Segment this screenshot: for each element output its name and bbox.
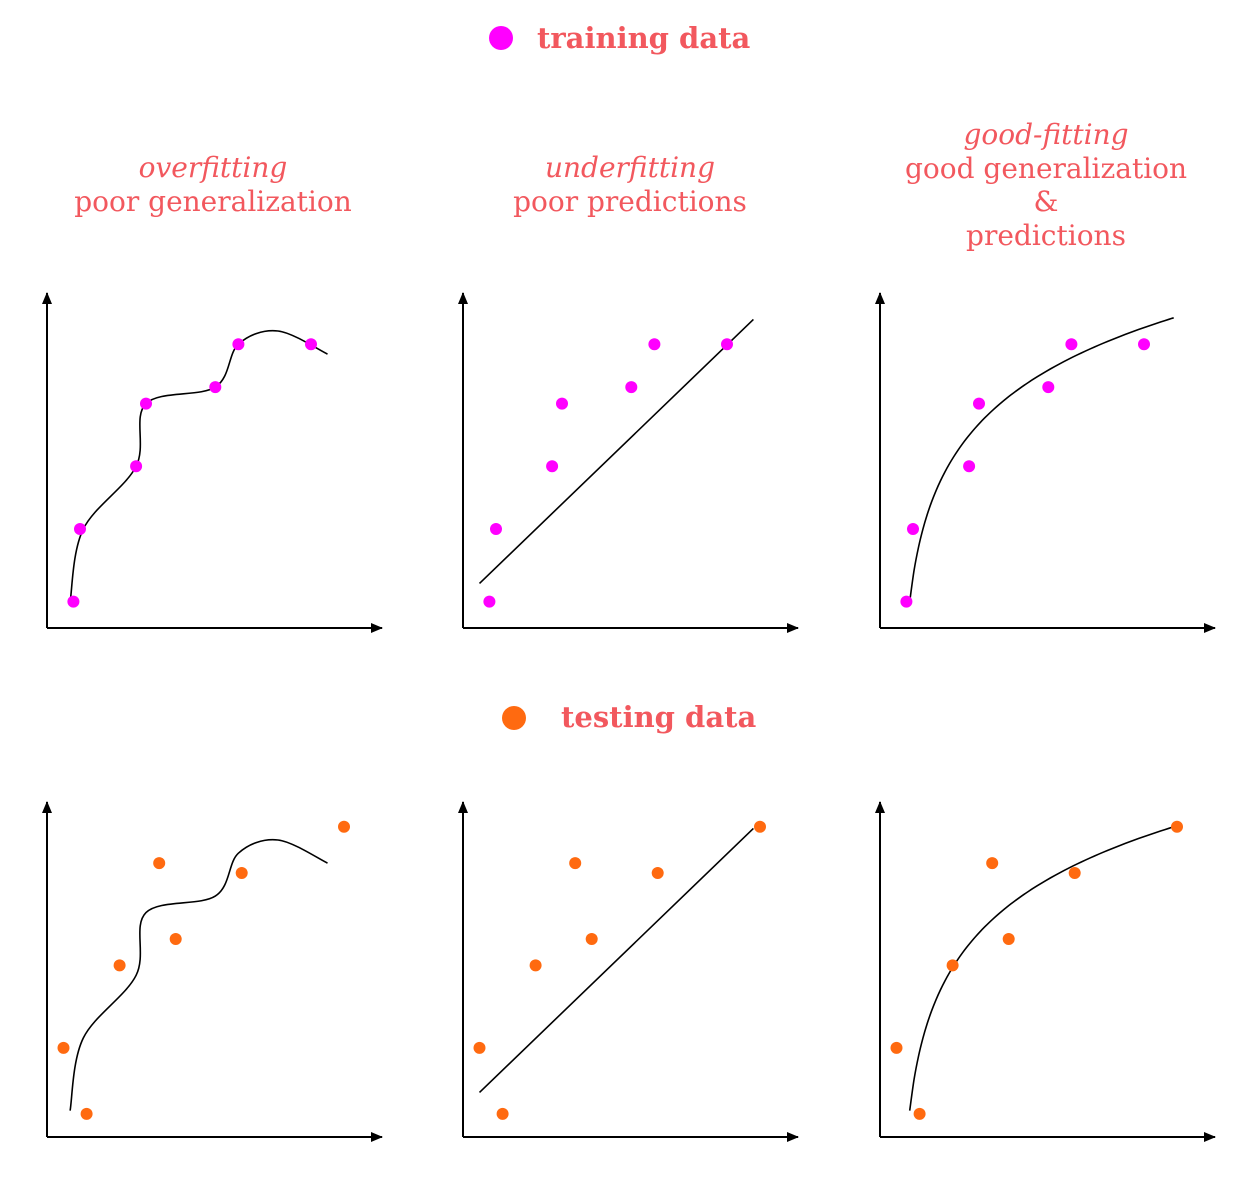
- testing-point-4: [169, 933, 182, 945]
- training-point-6: [721, 338, 733, 351]
- title-overfitting: overfitting poor generalization: [74, 151, 352, 218]
- testing-point-1: [80, 1107, 93, 1120]
- training-point-1: [74, 523, 86, 535]
- testing-point-4: [1002, 933, 1015, 945]
- training-point-0: [483, 595, 496, 608]
- testing-point-1: [913, 1107, 926, 1120]
- title-underfitting: underfitting poor predictions: [513, 151, 747, 218]
- underfitting-training-plot: [458, 292, 799, 633]
- title-underfitting-line-1: poor predictions: [513, 185, 747, 218]
- training-point-2: [963, 460, 976, 473]
- training-point-4: [1042, 381, 1055, 394]
- testing-point-2: [529, 959, 542, 972]
- testing-point-0: [473, 1041, 486, 1054]
- training-point-2: [130, 460, 143, 473]
- overfitting-training-plot: [42, 292, 383, 633]
- training-point-6: [1138, 338, 1150, 351]
- legend-testing: testing data: [502, 700, 757, 734]
- training-marker-icon: [489, 26, 513, 50]
- title-underfitting-italic: underfitting: [545, 151, 715, 184]
- title-good-fitting: good-fitting good generalization & predi…: [905, 118, 1187, 252]
- legend-testing-label: testing data: [561, 700, 757, 734]
- testing-point-2: [113, 959, 126, 972]
- training-point-5: [648, 338, 661, 351]
- testing-point-3: [986, 857, 999, 870]
- testing-point-6: [754, 820, 766, 833]
- training-point-6: [305, 338, 317, 351]
- legend-training: training data: [489, 21, 751, 55]
- training-point-2: [546, 460, 559, 473]
- training-point-1: [907, 523, 919, 535]
- fit-curve: [478, 827, 754, 1094]
- fit-curve: [478, 318, 754, 585]
- overfitting-testing-plot: [42, 801, 383, 1142]
- plots: [42, 292, 1216, 1142]
- testing-point-0: [890, 1041, 903, 1054]
- legend-training-label: training data: [537, 21, 751, 55]
- testing-point-5: [235, 867, 248, 879]
- good-fitting-testing-plot: [875, 801, 1216, 1142]
- testing-point-5: [651, 867, 664, 879]
- fit-curve: [908, 317, 1174, 602]
- title-good-fitting-italic: good-fitting: [963, 118, 1128, 151]
- training-point-1: [490, 523, 502, 535]
- title-good-fitting-line-3: predictions: [966, 219, 1126, 252]
- title-overfitting-italic: overfitting: [139, 151, 288, 184]
- title-good-fitting-line-1: good generalization: [905, 152, 1187, 185]
- testing-point-6: [1171, 820, 1183, 833]
- training-point-0: [67, 595, 80, 608]
- title-overfitting-line-1: poor generalization: [74, 185, 352, 218]
- fit-curve: [69, 329, 328, 602]
- fit-curve: [69, 838, 328, 1111]
- testing-point-0: [57, 1041, 70, 1054]
- testing-marker-icon: [502, 706, 526, 730]
- training-point-5: [1065, 338, 1078, 351]
- training-point-3: [556, 397, 568, 410]
- testing-point-2: [946, 959, 959, 972]
- training-point-3: [140, 397, 152, 410]
- testing-point-4: [585, 933, 598, 945]
- testing-point-6: [338, 820, 350, 833]
- title-good-fitting-line-2: &: [1034, 185, 1059, 218]
- training-point-4: [625, 381, 638, 394]
- training-point-3: [973, 397, 985, 410]
- underfitting-testing-plot: [458, 801, 799, 1142]
- testing-point-3: [569, 857, 582, 870]
- testing-point-5: [1068, 867, 1081, 879]
- training-point-5: [232, 338, 245, 351]
- training-point-0: [900, 595, 913, 608]
- training-point-4: [209, 381, 222, 394]
- testing-point-1: [496, 1107, 509, 1120]
- testing-point-3: [153, 857, 166, 870]
- good-fitting-training-plot: [875, 292, 1216, 633]
